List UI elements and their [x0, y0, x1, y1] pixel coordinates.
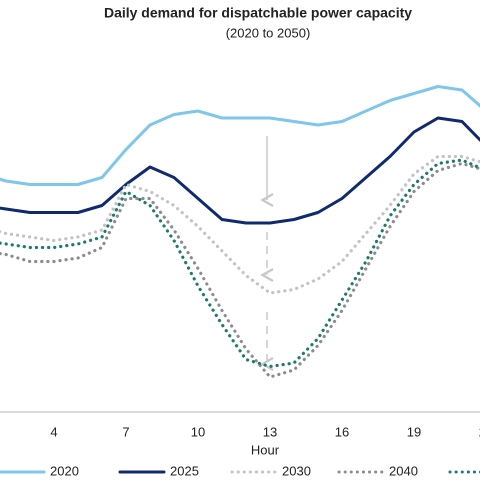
x-tick-label: 16: [335, 424, 349, 439]
x-tick-label: 7: [122, 424, 129, 439]
series-line: [0, 158, 480, 369]
legend-label: 2020: [50, 463, 79, 478]
legend-label: 2040: [389, 463, 418, 478]
series-line: [0, 161, 480, 379]
x-tick-label: 10: [191, 424, 205, 439]
series-line: [0, 116, 480, 225]
series-line: [0, 154, 480, 295]
legend-label: 2025: [170, 463, 199, 478]
legend-label: 2030: [282, 463, 311, 478]
x-tick-label: 4: [50, 424, 57, 439]
chart-subtitle: (2020 to 2050): [226, 25, 311, 40]
legend: 2020 2025 2030 2040: [0, 463, 480, 478]
series-line: [0, 85, 480, 186]
chart-title: Daily demand for dispatchable power capa…: [104, 5, 412, 21]
plot-area: [0, 85, 480, 379]
x-tick-label: 13: [263, 424, 277, 439]
x-tick-label: 22: [479, 424, 480, 439]
x-axis-title: Hour: [251, 442, 280, 457]
x-tick-label: 19: [407, 424, 421, 439]
